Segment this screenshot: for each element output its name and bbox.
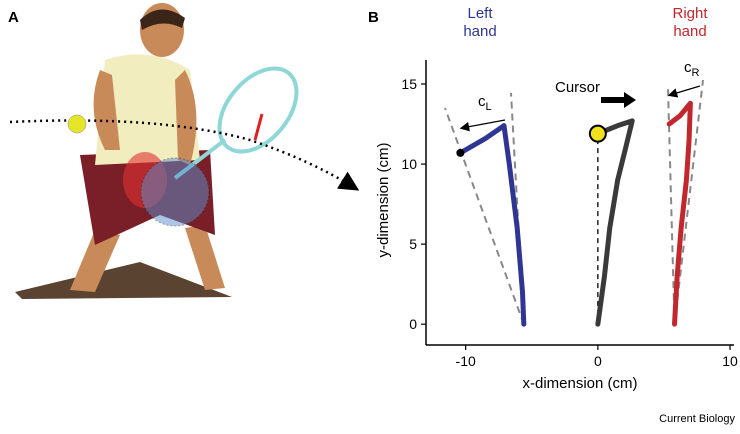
x-tick-label: 0 [594,353,602,369]
series-label: Left hand [463,5,496,40]
series-label: Right hand [672,5,708,40]
y-tick-label: 0 [409,316,417,332]
x-axis-label: x-dimension (cm) [522,375,637,392]
y-tick-label: 15 [401,76,417,92]
credit: Current Biology [659,413,735,425]
cursor-arrow [601,92,636,108]
annotation-subscript: L [486,101,492,113]
cursor-ball [588,124,607,143]
series-label: Cursor [555,79,600,96]
annotation: cL [478,93,492,113]
guide-line [444,107,525,325]
annotation-text: c [478,93,486,110]
x-tick-label: -10 [456,353,476,369]
annotation-subscript: R [692,67,700,79]
panel-label: A [8,9,19,26]
annotation-arrow [667,85,701,98]
panel-label: B [368,9,379,26]
illustration [9,3,360,299]
annotation: cR [684,59,700,79]
y-tick-label: 5 [409,236,417,252]
x-tick-label: 10 [722,353,738,369]
series-line [457,123,527,327]
series-line [595,118,635,327]
annotation-text: c [684,59,692,76]
y-axis-label: y-dimension (cm) [375,142,392,257]
guide-line [667,87,676,325]
y-tick-label: 10 [401,156,417,172]
annotation-arrow [459,119,506,132]
series-line [666,100,693,327]
end-dot [456,148,465,157]
guide-line [673,79,704,325]
